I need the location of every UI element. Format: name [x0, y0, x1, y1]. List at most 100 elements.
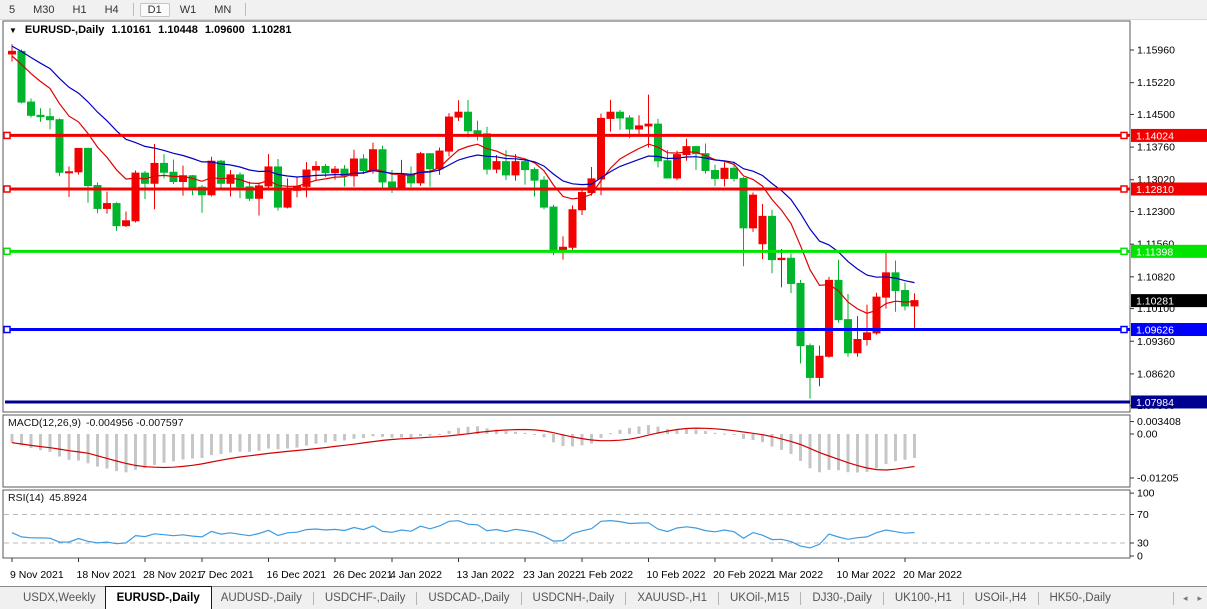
tab-ukoil-m15[interactable]: UKOil-,M15: [729, 592, 790, 604]
tab-eurusd-daily[interactable]: EURUSD-,Daily: [104, 586, 212, 609]
hline-handle-left[interactable]: [3, 131, 11, 140]
hline-1.11398[interactable]: 1.11398: [3, 244, 1207, 258]
price-tick-label: 1.09360: [1137, 336, 1175, 348]
tab-hk50-daily[interactable]: HK50-,Daily: [1049, 592, 1111, 604]
hline-handle-right[interactable]: [1120, 325, 1128, 334]
tab-scroll-right-icon[interactable]: ▸: [1197, 592, 1202, 603]
candle: [112, 202, 121, 231]
tab-scroll-left-icon[interactable]: ◂: [1182, 592, 1188, 603]
candle: [131, 170, 140, 223]
rsi-value: 45.8924: [49, 492, 88, 504]
rsi-title: RSI(14): [8, 492, 45, 504]
hline-handle-right[interactable]: [1120, 247, 1128, 256]
candle: [654, 118, 662, 168]
candle: [103, 191, 111, 214]
candle: [217, 159, 225, 190]
timeframe-button-5[interactable]: 5: [9, 3, 16, 16]
candle: [711, 164, 719, 186]
candle: [245, 181, 254, 201]
hline-1.12810[interactable]: 1.12810: [3, 182, 1207, 197]
candle: [844, 294, 852, 357]
hline-handle-right[interactable]: [1120, 185, 1128, 193]
tab-usdx-weekly[interactable]: USDX,Weekly: [23, 592, 96, 604]
candle: [8, 44, 16, 62]
candle: [492, 155, 501, 174]
tab-separator: [520, 591, 522, 605]
timeframe-button-h1[interactable]: H1: [72, 3, 87, 16]
rsi-panel: [2, 489, 1131, 559]
price-tick-label: 1.08620: [1137, 368, 1175, 380]
candle: [692, 145, 700, 171]
tab-separator: [962, 591, 964, 605]
rsi-tick-label: 30: [1137, 538, 1149, 550]
candle: [863, 304, 871, 346]
ohlc-high: 1.10448: [158, 24, 198, 36]
timeframe-button-d1[interactable]: D1: [139, 2, 170, 17]
price-line-badge-label: 1.12810: [1136, 184, 1174, 196]
tab-separator: [625, 591, 627, 605]
date-label: 13 Jan 2022: [457, 569, 515, 581]
tab-uk100-h1[interactable]: UK100-,H1: [894, 592, 952, 604]
timeframe-button-w1[interactable]: W1: [179, 3, 197, 16]
symbol-tabbar: USDX,Weekly EURUSD-,Daily AUDUSD-,Daily USD…: [0, 586, 1207, 609]
candle: [910, 293, 919, 331]
timeframe-button-m30[interactable]: M30: [33, 3, 55, 16]
candle: [179, 165, 187, 196]
candle: [55, 118, 64, 177]
rsi-line: [11, 519, 915, 549]
candle: [521, 159, 529, 185]
date-label: 10 Feb 2022: [647, 569, 706, 581]
rsi-tick-label: 70: [1137, 509, 1149, 521]
price-tick-label: 1.14500: [1137, 109, 1175, 121]
candle: [359, 154, 368, 175]
price-line-badge: [1131, 395, 1207, 409]
price-line-badge-label: 1.11398: [1136, 246, 1173, 258]
candle: [340, 165, 349, 187]
candle: [416, 151, 425, 186]
chart-symbol-label: EURUSD-,Daily: [24, 24, 105, 36]
hline-handle-left[interactable]: [3, 325, 11, 334]
candle: [891, 260, 900, 312]
tab-separator: [1172, 591, 1174, 605]
symbol-dropdown-icon[interactable]: ▼: [9, 25, 17, 35]
candle: [74, 147, 83, 175]
candle: [302, 162, 311, 198]
candle: [597, 113, 605, 196]
tab-separator: [717, 591, 719, 605]
hline-1.14024[interactable]: 1.14024: [3, 128, 1207, 143]
candle: [606, 99, 615, 132]
tab-dj30-daily[interactable]: DJ30-,Daily: [812, 592, 872, 604]
tab-usdcnh-daily[interactable]: USDCNH-,Daily: [532, 592, 615, 604]
candle: [36, 108, 45, 122]
candle: [635, 115, 643, 136]
date-label: 23 Jan 2022: [523, 569, 581, 581]
price-line-badge: [1131, 128, 1207, 142]
price-panel: [2, 20, 1131, 413]
candle: [815, 345, 824, 387]
timeframe-button-mn[interactable]: MN: [214, 3, 232, 16]
candle: [872, 292, 881, 335]
price-tick-label: 1.15960: [1137, 45, 1175, 57]
date-label: 20 Mar 2022: [903, 569, 962, 581]
hline-handle-left[interactable]: [3, 185, 11, 193]
tab-audusd-daily[interactable]: AUDUSD-,Daily: [220, 592, 302, 604]
tab-usoil-h4[interactable]: USOil-,H4: [974, 592, 1027, 604]
tab-usdchf-daily[interactable]: USDCHF-,Daily: [324, 592, 406, 604]
hline-1.09626[interactable]: 1.09626: [3, 323, 1207, 337]
candle: [825, 276, 833, 358]
candle: [787, 253, 795, 294]
tab-usdcad-daily[interactable]: USDCAD-,Daily: [428, 592, 510, 604]
hline-handle-right[interactable]: [1120, 131, 1128, 140]
candle: [663, 150, 672, 179]
hline-1.07984[interactable]: 1.07984: [5, 395, 1207, 409]
candle: [84, 147, 92, 203]
candle: [587, 166, 596, 196]
date-label: 18 Nov 2021: [77, 569, 137, 581]
hline-handle-left[interactable]: [3, 247, 11, 256]
tab-xauusd-h1[interactable]: XAUUSD-,H1: [637, 592, 707, 604]
candle: [464, 99, 472, 138]
timeframe-button-h4[interactable]: H4: [104, 3, 119, 16]
macd-panel-label: MACD(12,26,9) -0.004956 -0.007597: [8, 417, 183, 429]
date-label: 20 Feb 2022: [713, 569, 772, 581]
